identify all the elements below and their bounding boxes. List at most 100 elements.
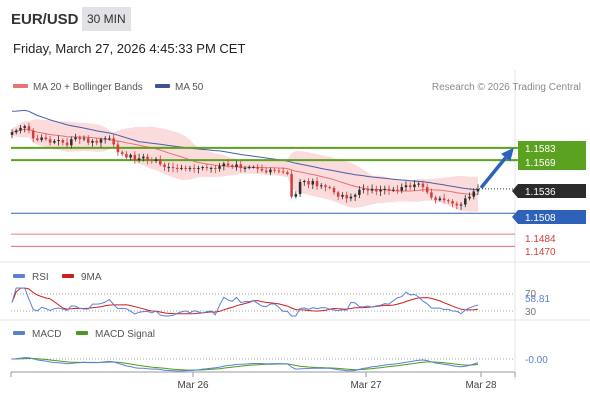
- candle-body: [315, 181, 319, 187]
- candle-body: [70, 139, 73, 146]
- candle-body: [442, 198, 446, 201]
- candle: [264, 167, 268, 174]
- rsi-level-70-label: 70: [525, 289, 537, 300]
- candle: [27, 122, 31, 134]
- target-1-label: 1.1484: [525, 234, 556, 245]
- candle: [366, 185, 370, 196]
- candle: [31, 128, 35, 143]
- candle-body: [264, 170, 268, 173]
- candle-body: [307, 181, 310, 185]
- x-axis: Mar 26 Mar 27 Mar 28: [10, 372, 516, 391]
- candle: [243, 165, 247, 173]
- candle: [82, 135, 86, 142]
- candle: [167, 162, 171, 172]
- candle: [57, 135, 60, 146]
- candle-body: [82, 138, 86, 140]
- candle-body: [303, 181, 306, 182]
- candle: [142, 153, 145, 162]
- candle-body: [137, 158, 141, 161]
- candle-body: [324, 185, 327, 188]
- candle: [294, 191, 298, 199]
- candle: [192, 164, 196, 173]
- macd-lines: [11, 357, 479, 372]
- candle-body: [86, 138, 90, 143]
- candle: [353, 193, 357, 202]
- candle-body: [61, 140, 65, 143]
- candle-body: [362, 188, 365, 190]
- candle-body: [27, 126, 31, 131]
- candle-body: [370, 188, 374, 191]
- candle-body: [243, 167, 247, 169]
- candle-body: [19, 127, 22, 131]
- candle-body: [468, 196, 471, 199]
- candle-body: [247, 167, 251, 169]
- candle: [370, 184, 374, 194]
- resistance-1-label: 1.1583: [525, 144, 556, 155]
- rsi-line: [11, 287, 479, 317]
- candle-body: [392, 189, 395, 191]
- bollinger-band: [12, 119, 478, 212]
- candle: [307, 178, 310, 189]
- candle: [430, 188, 433, 200]
- candle-body: [260, 168, 264, 171]
- projection-arrow: [479, 147, 514, 189]
- candle: [256, 163, 259, 174]
- candle: [387, 185, 391, 195]
- candle: [133, 151, 137, 164]
- candle: [23, 124, 26, 133]
- candle-body: [142, 156, 145, 159]
- candle: [349, 193, 353, 202]
- candle-body: [36, 138, 39, 141]
- candle: [438, 196, 442, 202]
- candle-body: [273, 169, 276, 171]
- candle-body: [48, 139, 52, 143]
- candle-body: [294, 194, 298, 197]
- candle-body: [184, 167, 187, 169]
- legend-rsi-ma-label: 9MA: [81, 272, 102, 283]
- candle: [468, 192, 471, 201]
- candle: [413, 180, 416, 191]
- candle-body: [430, 192, 433, 198]
- legend-rsi-swatch: [13, 274, 25, 278]
- candle: [455, 201, 459, 210]
- rsi-ma-line: [11, 287, 479, 315]
- candle-body: [425, 187, 429, 193]
- candle-body: [387, 188, 391, 191]
- candle: [120, 150, 124, 157]
- legend-ma20-label: MA 20 + Bollinger Bands: [33, 82, 143, 93]
- candle: [396, 185, 399, 194]
- candle: [184, 165, 187, 172]
- candle: [163, 162, 166, 172]
- candle: [358, 186, 361, 198]
- resistance-label-box: [518, 141, 586, 170]
- candle: [277, 168, 281, 174]
- candle: [421, 180, 425, 192]
- candle: [70, 136, 73, 149]
- candle: [472, 188, 476, 200]
- candle: [197, 165, 200, 174]
- candle-body: [366, 188, 370, 191]
- candle: [345, 191, 348, 203]
- candle: [315, 177, 319, 190]
- candle: [476, 184, 480, 195]
- candle-body: [252, 167, 255, 169]
- candle-body: [345, 194, 348, 199]
- legend-ma50-swatch: [155, 84, 170, 88]
- candle: [103, 136, 107, 144]
- candle-body: [447, 200, 450, 202]
- candle: [451, 199, 454, 208]
- candle-body: [116, 144, 120, 153]
- rsi-lines: [11, 287, 479, 317]
- candle: [459, 202, 463, 210]
- candle: [222, 161, 226, 171]
- macd-line: [11, 357, 479, 372]
- candle: [129, 153, 132, 161]
- candle: [40, 134, 43, 143]
- candle-body: [10, 132, 14, 135]
- candle-body: [14, 130, 18, 133]
- candle-body: [125, 154, 128, 158]
- candle-body: [451, 201, 454, 204]
- candle: [235, 160, 238, 171]
- timeframe-badge[interactable]: 30 MIN: [82, 7, 131, 31]
- ma50-line: [11, 109, 479, 191]
